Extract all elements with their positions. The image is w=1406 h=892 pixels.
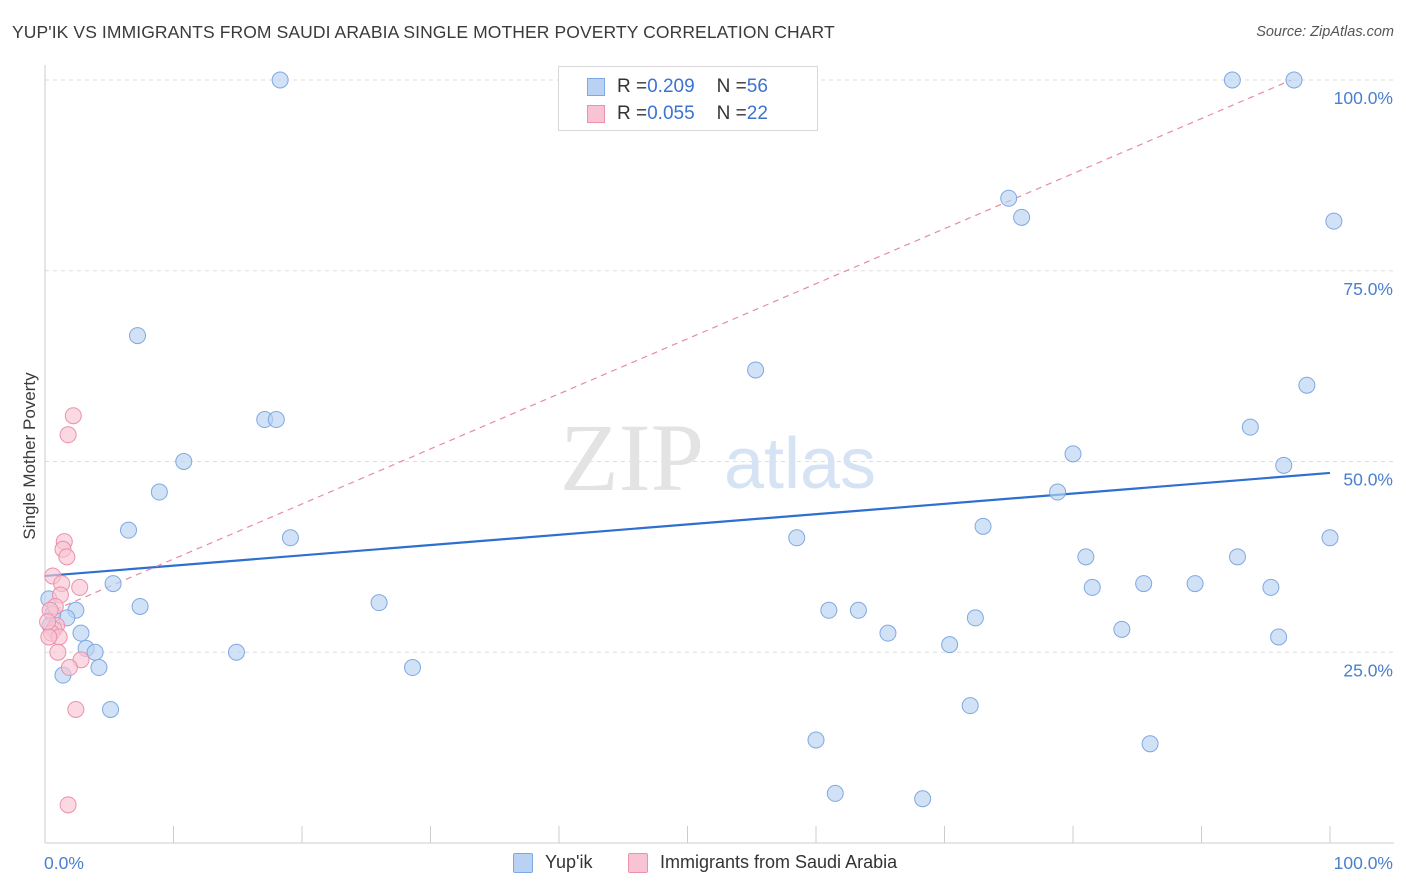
point-yupik [1275, 456, 1293, 474]
series-label-saudi: Immigrants from Saudi Arabia [660, 852, 898, 872]
point-yupik [1141, 735, 1159, 753]
trend-line-yupik [44, 471, 1331, 578]
trend-lines [44, 79, 1331, 615]
point-yupik [1298, 376, 1316, 394]
point-yupik [72, 624, 90, 642]
point-yupik [131, 597, 149, 615]
trend-line-saudi [44, 79, 1292, 615]
legend-r-value: 0.055 [647, 103, 695, 124]
tick-labels: 25.0% 50.0% 75.0% 100.0% 0.0% 100.0% [44, 88, 1393, 873]
series-legend-saudi: Immigrants from Saudi Arabia [628, 852, 897, 873]
point-yupik [1262, 578, 1280, 596]
point-yupik [120, 521, 138, 539]
legend-n-label: N = [716, 76, 747, 97]
legend-swatch-pink [587, 105, 605, 123]
axes [44, 65, 1394, 844]
point-yupik [1270, 628, 1288, 646]
point-yupik [1186, 575, 1204, 593]
data-points [39, 71, 1343, 814]
point-yupik [281, 529, 299, 547]
watermark-zip: ZIP [560, 404, 704, 511]
point-yupik [966, 609, 984, 627]
point-saudi [40, 628, 58, 646]
series-swatch-blue [513, 852, 533, 873]
point-yupik [849, 601, 867, 619]
point-yupik [879, 624, 897, 642]
series-legend: Yup'ik Immigrants from Saudi Arabia [0, 852, 1406, 878]
point-yupik [102, 700, 120, 718]
series-label-yupik: Yup'ik [545, 852, 593, 872]
correlation-legend: R = 0.209 N = 56 R = 0.055 N = 22 [558, 66, 818, 131]
point-yupik [1000, 189, 1018, 207]
legend-row-yupik: R = 0.209 N = 56 [587, 74, 768, 100]
point-yupik [820, 601, 838, 619]
point-yupik [267, 411, 285, 429]
point-saudi [60, 659, 78, 677]
point-yupik [1325, 212, 1343, 230]
point-yupik [90, 659, 108, 677]
legend-r-value: 0.209 [647, 76, 695, 97]
point-yupik [404, 659, 422, 677]
source-label: Source: ZipAtlas.com [1256, 24, 1394, 40]
point-yupik [1241, 418, 1259, 436]
point-yupik [807, 731, 825, 749]
point-yupik [271, 71, 289, 89]
point-saudi [58, 548, 76, 566]
y-tick-label: 100.0% [1334, 88, 1393, 108]
point-yupik [1077, 548, 1095, 566]
point-yupik [1135, 575, 1153, 593]
point-saudi [59, 796, 77, 814]
y-axis-label: Single Mother Poverty [20, 372, 39, 540]
point-saudi [39, 613, 57, 631]
legend-swatch-blue [587, 78, 605, 96]
point-yupik [1083, 578, 1101, 596]
watermark-atlas: atlas [724, 424, 876, 504]
point-yupik [1285, 71, 1303, 89]
point-yupik [941, 636, 959, 654]
x-tick-label: 0.0% [44, 853, 84, 873]
legend-n-value: 22 [746, 103, 768, 124]
point-yupik [227, 643, 245, 661]
legend-n-label: N = [716, 103, 747, 124]
point-yupik [1321, 529, 1339, 547]
series-swatch-pink [628, 852, 648, 873]
point-saudi [59, 426, 77, 444]
point-yupik [1113, 620, 1131, 638]
point-yupik [1049, 483, 1067, 501]
point-yupik [104, 575, 122, 593]
point-yupik [1013, 208, 1031, 226]
point-saudi [67, 700, 85, 718]
point-yupik [788, 529, 806, 547]
point-yupik [1228, 548, 1246, 566]
point-yupik [747, 361, 765, 379]
grid-lines [45, 79, 1394, 653]
series-legend-yupik: Yup'ik [513, 852, 592, 873]
point-yupik [86, 643, 104, 661]
y-tick-label: 75.0% [1343, 279, 1393, 299]
point-yupik [129, 327, 147, 345]
chart-title: YUP'IK VS IMMIGRANTS FROM SAUDI ARABIA S… [12, 22, 835, 42]
point-yupik [826, 784, 844, 802]
point-yupik [1223, 71, 1241, 89]
watermark: ZIP atlas [560, 404, 876, 511]
point-saudi [71, 578, 89, 596]
point-yupik [175, 453, 193, 470]
point-yupik [961, 697, 979, 715]
x-tick-label: 100.0% [1334, 853, 1393, 873]
point-yupik [150, 483, 168, 501]
legend-r-label: R = [617, 76, 648, 97]
point-yupik [1064, 445, 1082, 463]
legend-r-label: R = [617, 103, 648, 124]
point-yupik [370, 594, 388, 612]
y-tick-label: 50.0% [1343, 470, 1393, 490]
point-saudi [49, 643, 67, 661]
legend-row-saudi: R = 0.055 N = 22 [587, 101, 768, 127]
point-yupik [914, 790, 932, 808]
legend-n-value: 56 [746, 76, 768, 97]
point-yupik [974, 517, 992, 535]
y-tick-label: 25.0% [1343, 660, 1393, 680]
point-saudi [64, 407, 82, 425]
